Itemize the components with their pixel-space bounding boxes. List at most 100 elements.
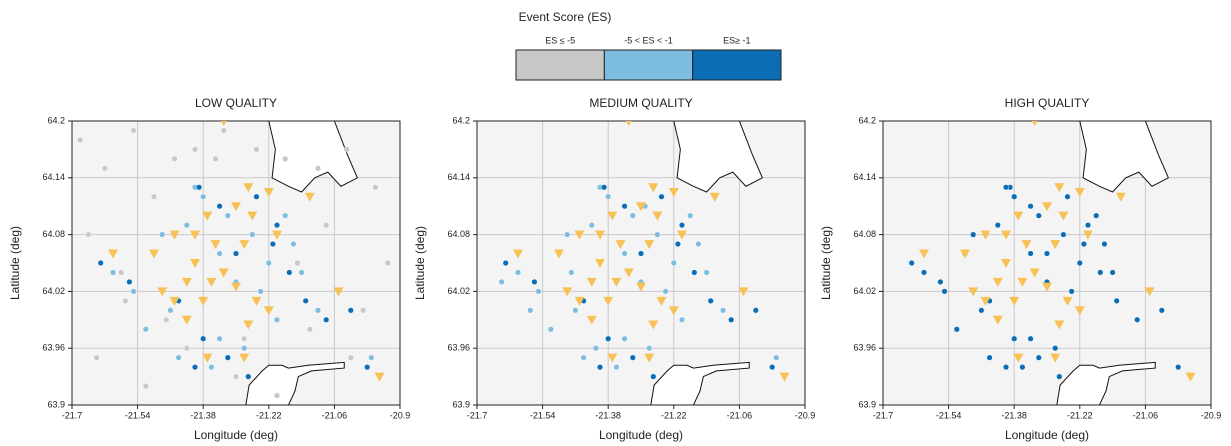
event	[707, 297, 714, 304]
event	[1097, 269, 1104, 276]
event	[183, 222, 190, 229]
event	[531, 278, 538, 285]
station	[231, 202, 241, 212]
event	[122, 297, 129, 304]
event	[323, 222, 330, 229]
x-axis-label: Longitude (deg)	[194, 428, 278, 442]
station	[1062, 296, 1073, 306]
event	[286, 269, 293, 276]
station	[304, 192, 315, 202]
station	[1042, 202, 1052, 212]
event	[315, 165, 322, 172]
event	[572, 307, 579, 314]
event	[232, 373, 239, 380]
event	[294, 260, 301, 267]
event	[1101, 241, 1108, 248]
event	[773, 354, 780, 361]
station	[636, 202, 646, 212]
x-tick-label: -21.38	[595, 410, 621, 420]
station	[677, 230, 687, 240]
x-tick-label: -21.7	[467, 410, 488, 420]
event	[568, 269, 575, 276]
x-tick-label: -20.9	[390, 410, 411, 420]
panel-title: LOW QUALITY	[195, 96, 277, 110]
event	[601, 184, 608, 191]
station	[243, 320, 254, 330]
event	[994, 222, 1001, 229]
x-tick-label: -21.7	[62, 410, 83, 420]
event	[360, 307, 367, 314]
event	[752, 307, 759, 314]
x-axis-label: Longitude (deg)	[1005, 428, 1089, 442]
legend-label: -5 < ES < -1	[624, 35, 673, 45]
plot-frame	[71, 120, 401, 406]
station	[648, 320, 659, 330]
station	[374, 372, 385, 382]
station	[1074, 188, 1085, 197]
station	[607, 211, 618, 221]
station	[968, 287, 979, 297]
panel-title: HIGH QUALITY	[1005, 96, 1090, 110]
event	[691, 269, 698, 276]
event	[1109, 269, 1116, 276]
event	[564, 231, 571, 238]
plot-frame	[882, 120, 1212, 406]
event	[953, 326, 960, 333]
event	[101, 165, 108, 172]
event	[937, 278, 944, 285]
event	[1035, 212, 1042, 219]
station	[220, 121, 227, 126]
event	[613, 364, 620, 371]
station	[198, 296, 209, 306]
event	[547, 326, 554, 333]
station	[218, 268, 229, 278]
event	[343, 146, 350, 153]
land	[268, 121, 359, 193]
station	[656, 296, 667, 306]
event	[109, 269, 116, 276]
event	[368, 354, 375, 361]
event	[171, 155, 178, 162]
event	[674, 241, 681, 248]
event	[1027, 335, 1034, 342]
station	[1001, 259, 1011, 268]
event	[654, 231, 661, 238]
event	[253, 146, 260, 153]
event	[638, 250, 645, 257]
station	[586, 277, 597, 287]
y-tick-label: 64.02	[42, 286, 65, 296]
event	[629, 212, 636, 219]
station	[181, 315, 192, 325]
station	[157, 287, 168, 297]
event	[646, 345, 653, 352]
event	[1084, 222, 1091, 229]
event	[662, 288, 669, 295]
y-tick-label: 64.08	[447, 229, 470, 239]
station	[960, 249, 970, 259]
event	[372, 184, 379, 191]
event	[687, 212, 694, 219]
event	[274, 392, 281, 399]
event	[502, 260, 509, 267]
event	[1027, 203, 1034, 210]
event	[220, 127, 227, 134]
event	[384, 260, 391, 267]
event	[224, 212, 231, 219]
event	[1056, 373, 1063, 380]
legend-label: ES ≤ -5	[545, 35, 575, 45]
event	[167, 307, 174, 314]
station	[992, 277, 1003, 287]
event	[679, 316, 686, 323]
event	[588, 222, 595, 229]
x-tick-label: -20.9	[795, 410, 816, 420]
station	[652, 211, 663, 221]
station	[607, 353, 618, 363]
station	[190, 259, 200, 268]
station	[1185, 372, 1196, 382]
y-axis-label: Latitude (deg)	[413, 226, 427, 300]
x-tick-label: -21.06	[727, 410, 753, 420]
y-tick-label: 63.9	[858, 399, 876, 409]
points	[498, 121, 790, 382]
station	[210, 240, 221, 250]
